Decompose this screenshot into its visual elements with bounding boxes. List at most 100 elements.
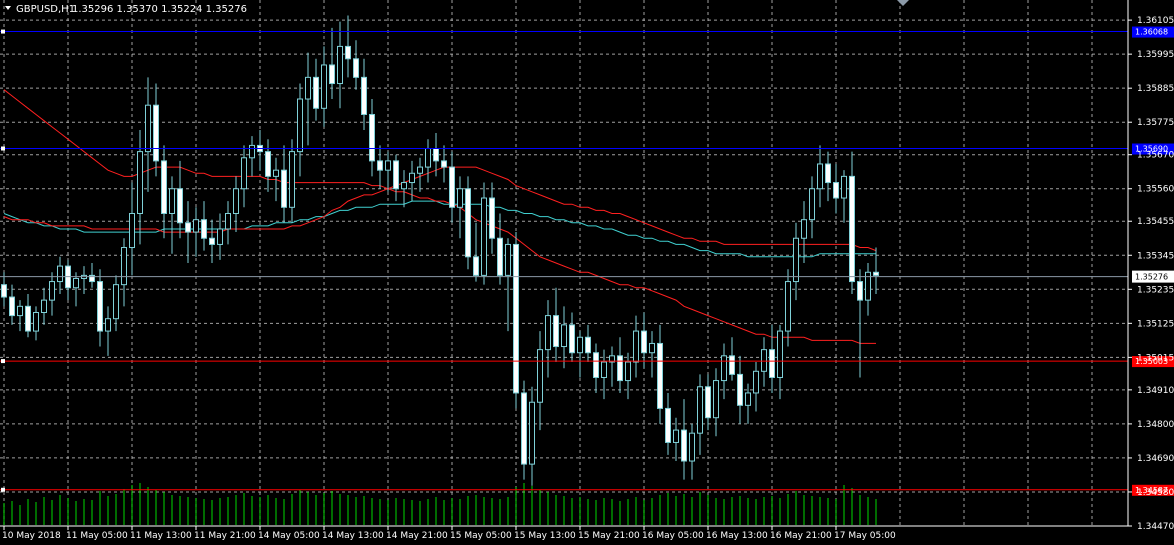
candle[interactable] xyxy=(233,176,239,233)
candle[interactable] xyxy=(57,256,63,294)
candle[interactable] xyxy=(513,232,519,409)
candle[interactable] xyxy=(257,129,263,171)
candle[interactable] xyxy=(377,145,383,189)
candle[interactable] xyxy=(177,160,183,239)
candle[interactable] xyxy=(697,374,703,455)
candle[interactable] xyxy=(441,145,447,183)
candle[interactable] xyxy=(329,27,335,100)
candle[interactable] xyxy=(417,157,423,192)
candle[interactable] xyxy=(1,272,7,307)
candle[interactable] xyxy=(289,139,295,223)
candle[interactable] xyxy=(593,343,599,393)
candle[interactable] xyxy=(753,362,759,412)
candle[interactable] xyxy=(385,151,391,192)
candle[interactable] xyxy=(201,201,207,251)
candle[interactable] xyxy=(545,300,551,378)
candle[interactable] xyxy=(497,213,503,285)
level-handle[interactable] xyxy=(1,146,5,151)
candle[interactable] xyxy=(97,269,103,347)
candle[interactable] xyxy=(745,383,751,424)
candle[interactable] xyxy=(73,272,79,307)
candle[interactable] xyxy=(521,380,527,480)
candle[interactable] xyxy=(537,331,543,431)
candle[interactable] xyxy=(409,160,415,202)
candle[interactable] xyxy=(17,300,23,332)
candle[interactable] xyxy=(473,222,479,282)
candle[interactable] xyxy=(137,129,143,245)
candle[interactable] xyxy=(761,337,767,387)
candle[interactable] xyxy=(577,331,583,378)
candlesticks[interactable] xyxy=(1,15,879,486)
candle[interactable] xyxy=(529,386,535,486)
candle[interactable] xyxy=(825,151,831,202)
candle[interactable] xyxy=(777,324,783,400)
candle[interactable] xyxy=(569,312,575,363)
candle[interactable] xyxy=(561,306,567,369)
candle[interactable] xyxy=(145,77,151,192)
candle[interactable] xyxy=(857,269,863,378)
candle[interactable] xyxy=(321,46,327,127)
candle[interactable] xyxy=(625,352,631,400)
candle[interactable] xyxy=(713,368,719,437)
candle[interactable] xyxy=(209,219,215,263)
candle[interactable] xyxy=(689,423,695,480)
candle[interactable] xyxy=(305,52,311,146)
candle[interactable] xyxy=(41,287,47,325)
candle[interactable] xyxy=(657,324,663,424)
candle[interactable] xyxy=(369,99,375,177)
candle[interactable] xyxy=(113,275,119,332)
candle[interactable] xyxy=(393,154,399,202)
candle[interactable] xyxy=(297,83,303,177)
chart-shift-marker-icon[interactable] xyxy=(897,0,909,6)
candle[interactable] xyxy=(705,374,711,431)
candle[interactable] xyxy=(793,222,799,301)
candle[interactable] xyxy=(273,157,279,202)
candle[interactable] xyxy=(65,259,71,301)
candle[interactable] xyxy=(49,272,55,316)
candle[interactable] xyxy=(585,324,591,363)
candle[interactable] xyxy=(817,145,823,208)
candle[interactable] xyxy=(633,315,639,378)
candle[interactable] xyxy=(129,182,135,276)
candle[interactable] xyxy=(849,151,855,294)
candle[interactable] xyxy=(161,145,167,239)
candle[interactable] xyxy=(345,15,351,78)
candle[interactable] xyxy=(193,207,199,257)
symbol-dropdown-icon[interactable] xyxy=(5,6,11,10)
candle[interactable] xyxy=(769,324,775,393)
candle[interactable] xyxy=(833,163,839,214)
candle[interactable] xyxy=(457,176,463,239)
candle[interactable] xyxy=(449,151,455,223)
candle[interactable] xyxy=(169,176,175,254)
candle[interactable] xyxy=(313,58,319,121)
candle[interactable] xyxy=(505,238,511,332)
candle[interactable] xyxy=(361,58,367,130)
level-handle[interactable] xyxy=(1,29,5,34)
candle[interactable] xyxy=(801,201,807,263)
candle[interactable] xyxy=(729,337,735,381)
candle[interactable] xyxy=(425,139,431,183)
candle[interactable] xyxy=(249,136,255,177)
candle[interactable] xyxy=(121,238,127,307)
candle[interactable] xyxy=(281,145,287,223)
candle[interactable] xyxy=(873,247,879,294)
level-handle[interactable] xyxy=(1,359,5,364)
candle[interactable] xyxy=(553,287,559,363)
candle[interactable] xyxy=(353,40,359,90)
candle[interactable] xyxy=(153,83,159,177)
candle[interactable] xyxy=(225,201,231,245)
candle[interactable] xyxy=(737,355,743,424)
candle[interactable] xyxy=(337,21,343,109)
candle[interactable] xyxy=(489,182,495,254)
horizontal-levels[interactable]: 1.36068 1.35690 1.35003 1.34587 1.35276 xyxy=(0,26,1174,496)
candle[interactable] xyxy=(865,263,871,316)
candle[interactable] xyxy=(681,399,687,480)
candle[interactable] xyxy=(9,284,15,325)
candle[interactable] xyxy=(33,306,39,341)
candle[interactable] xyxy=(809,176,815,239)
candle[interactable] xyxy=(601,349,607,400)
candle[interactable] xyxy=(649,331,655,378)
candle[interactable] xyxy=(217,213,223,260)
candle[interactable] xyxy=(841,170,847,223)
